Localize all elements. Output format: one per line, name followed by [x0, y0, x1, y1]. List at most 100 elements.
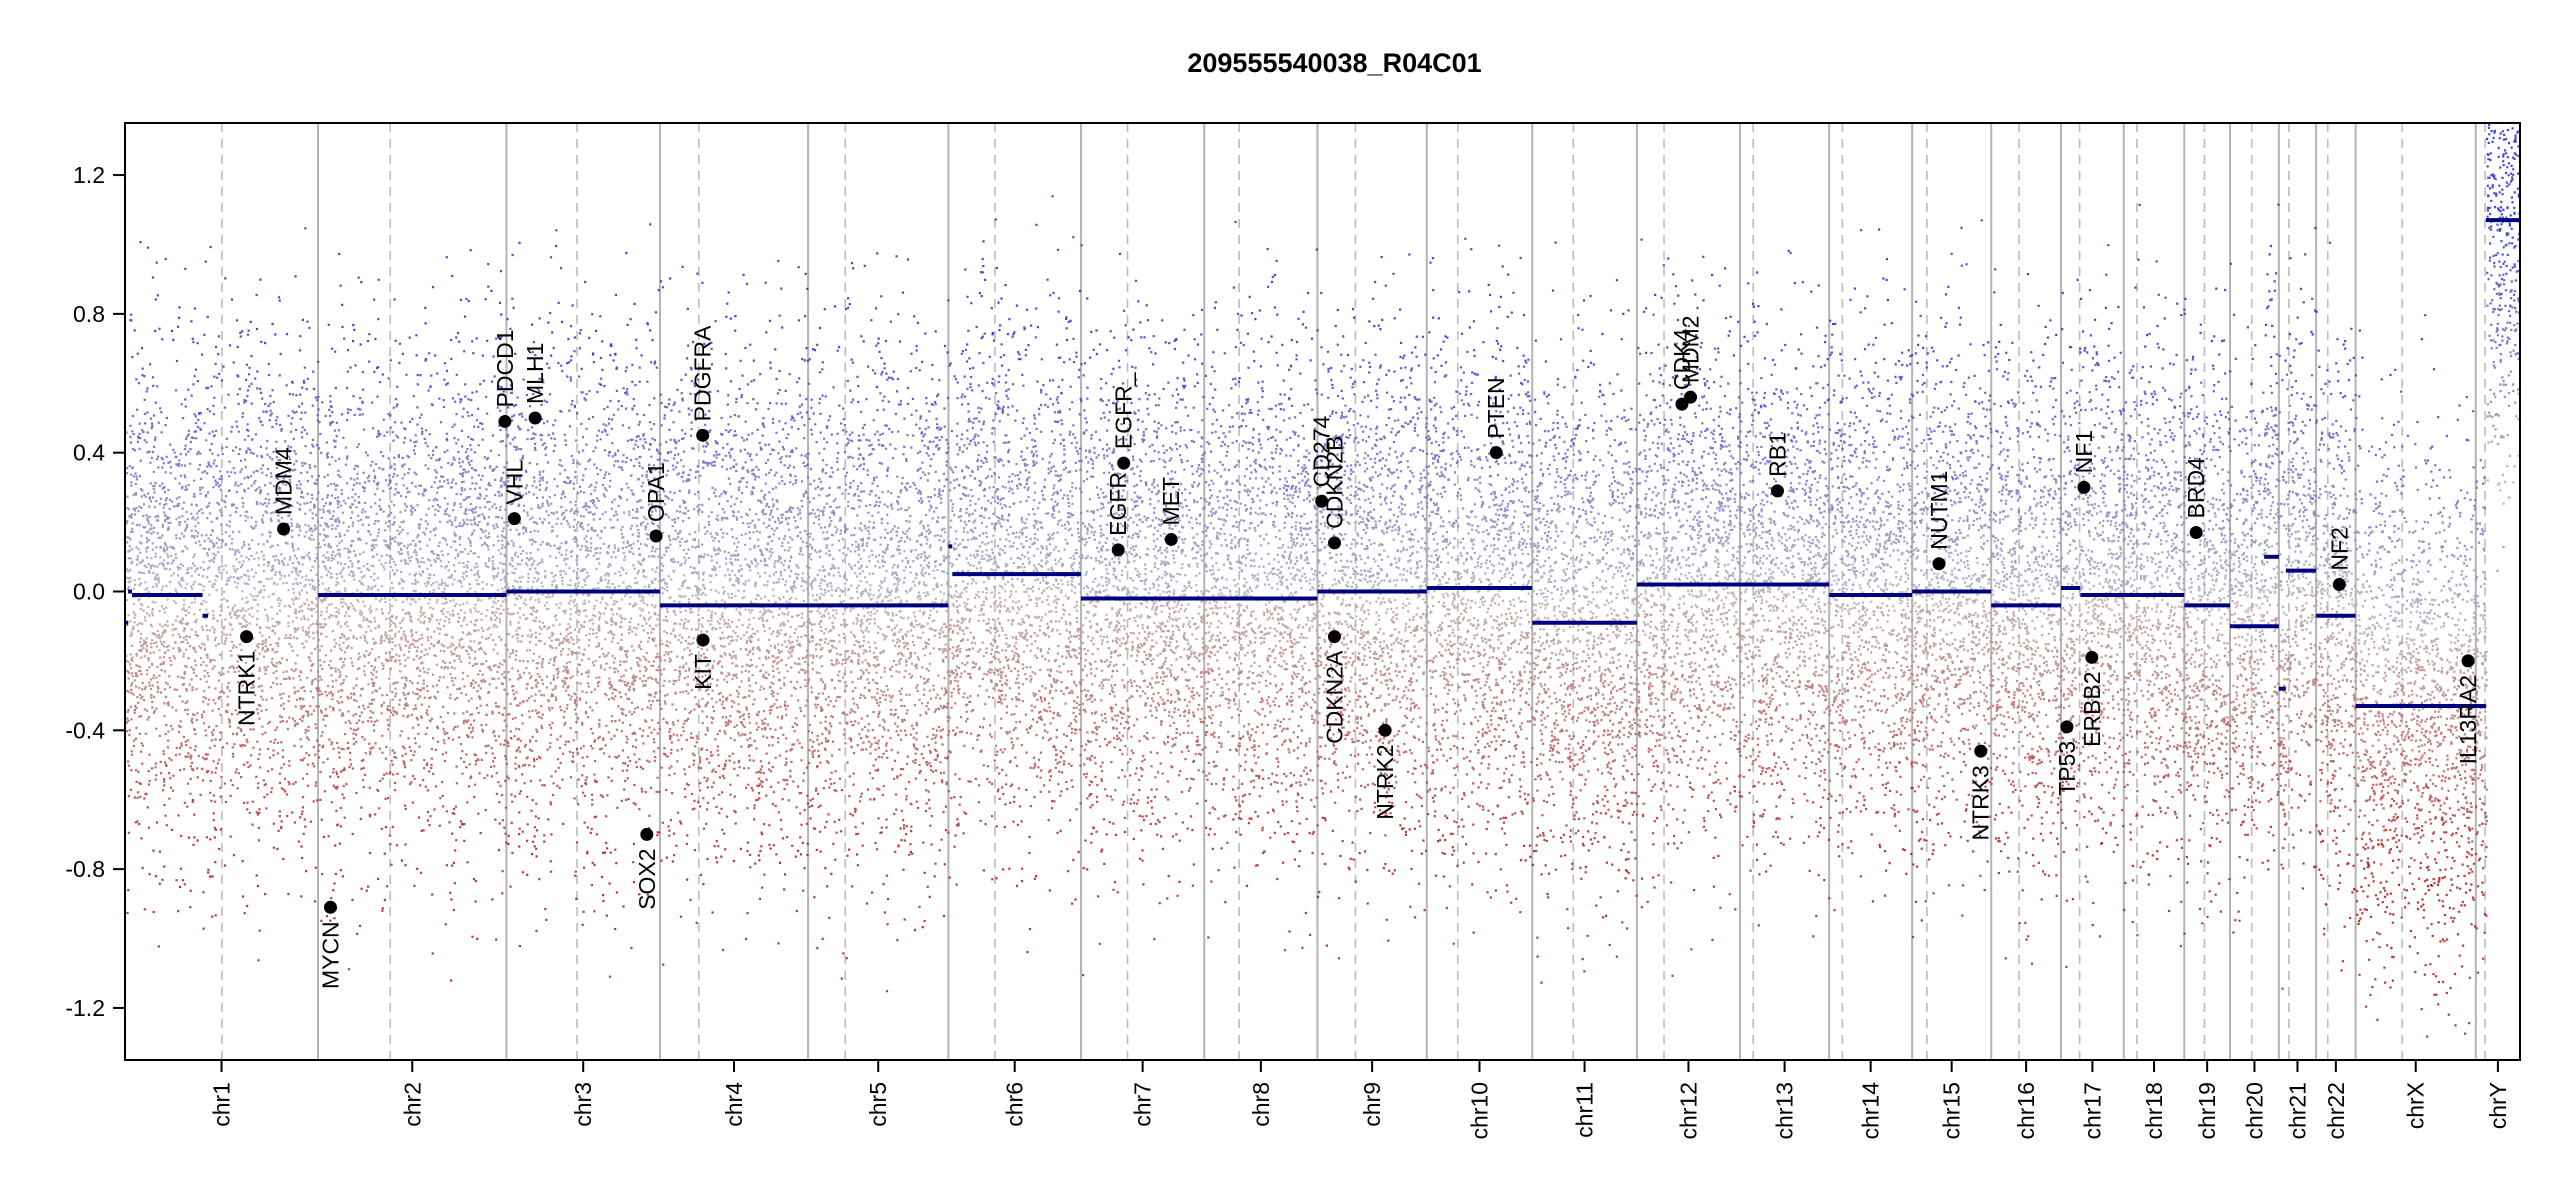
probe-point-group — [180, 831, 2485, 871]
probe-point-group — [138, 641, 2464, 686]
gene-marker — [1378, 723, 1392, 737]
probe-point-group — [155, 762, 2466, 810]
probe-point-group — [246, 222, 2520, 371]
chromosome-label: chr18 — [2141, 1082, 2167, 1140]
gene-label: NTRK3 — [1968, 765, 1994, 840]
y-tick-label: -0.8 — [65, 856, 105, 882]
chromosome-label: chr17 — [2079, 1082, 2105, 1140]
y-tick-label: -0.4 — [65, 717, 105, 743]
gene-marker — [498, 414, 512, 428]
probe-point-group — [135, 773, 2465, 817]
probe-point-group — [163, 777, 2469, 820]
gene-label: EGFR — [1105, 472, 1131, 536]
gene-label: EGFR_ — [1111, 371, 1137, 449]
gene-label: IL13RA2 — [2455, 675, 2481, 765]
probe-point-group — [213, 820, 2438, 864]
probe-point-group — [239, 220, 2520, 343]
probe-point-group — [131, 631, 2488, 682]
probe-point-group — [144, 613, 2482, 656]
probe-point-group — [127, 818, 2482, 861]
probe-point-group — [129, 777, 2487, 826]
gene-label: MDM4 — [271, 447, 297, 515]
probe-point-group — [127, 550, 2480, 598]
chromosome-label: chr21 — [2284, 1082, 2310, 1140]
gene-marker — [507, 512, 521, 526]
y-tick-label: 0.4 — [73, 440, 105, 466]
probe-point-group — [139, 627, 2472, 679]
chromosome-label: chr7 — [1130, 1082, 1156, 1127]
probe-point-group — [164, 806, 2374, 850]
chromosome-label: chr11 — [1572, 1082, 1598, 1138]
gene-marker — [1675, 397, 1689, 411]
gene-marker — [1932, 557, 1946, 571]
probe-point-group — [165, 715, 2484, 760]
segment-lines — [125, 218, 2520, 709]
gene-label: PDGFRA — [690, 325, 716, 422]
chromosome-label: chrX — [2403, 1082, 2429, 1129]
probe-point-group — [199, 787, 2474, 831]
gene-marker — [1328, 536, 1342, 550]
probe-point-group — [127, 694, 2482, 737]
gene-label: SOX2 — [634, 848, 660, 909]
y-tick-label: 1.2 — [73, 162, 105, 188]
gene-marker — [2060, 720, 2074, 734]
gene-label: VHL — [501, 460, 527, 505]
probe-point-group — [134, 726, 2467, 774]
probe-point-group — [129, 413, 2482, 462]
gene-marker — [2085, 650, 2099, 664]
probe-point-group — [162, 743, 2475, 786]
probe-point-group — [128, 722, 2484, 767]
probe-point-group — [127, 662, 2455, 706]
gene-marker — [2461, 654, 2475, 668]
probe-point-group — [168, 794, 2479, 835]
y-tick-label: 0.0 — [73, 579, 105, 605]
gene-marker — [696, 633, 710, 647]
gene-label: NTRK2 — [1372, 744, 1398, 819]
probe-point-group — [192, 831, 2446, 880]
gene-marker — [1315, 494, 1329, 508]
probe-point-group — [131, 617, 2485, 667]
probe-point-group — [172, 226, 2513, 346]
probe-point-group — [140, 732, 2472, 779]
probe-point-group — [127, 773, 2488, 823]
probe-point-group — [297, 833, 2466, 878]
gene-label: MDM2 — [1678, 315, 1704, 383]
probe-point-group — [130, 763, 2486, 807]
probe-point-group — [150, 759, 2460, 803]
chromosome-label: chr20 — [2241, 1082, 2267, 1140]
probe-point-group — [131, 243, 2520, 393]
chromosome-label: chr12 — [1675, 1082, 1701, 1140]
probe-point-group — [164, 756, 2468, 800]
chromosome-label: chr4 — [721, 1082, 747, 1127]
probe-point-group — [136, 616, 2487, 661]
probe-point-group — [347, 236, 2514, 361]
probe-point-group — [136, 783, 2481, 828]
chromosome-label: chrY — [2485, 1082, 2511, 1129]
chromosome-label: chr19 — [2194, 1082, 2220, 1140]
gene-marker — [1770, 484, 1784, 498]
probe-point-group — [128, 545, 2482, 588]
gene-label: PDCD1 — [492, 329, 518, 407]
probe-point-group — [125, 646, 2471, 698]
probe-point-group — [126, 845, 2488, 1038]
gene-marker — [323, 900, 337, 914]
probe-point-group — [236, 280, 2513, 405]
gene-label: CDKN2B — [1322, 436, 1348, 529]
gene-marker — [1164, 532, 1178, 546]
probe-point-group — [147, 819, 2480, 863]
probe-point-group — [186, 793, 2442, 842]
probe-point-group — [135, 716, 2477, 764]
probe-point-group — [131, 665, 2486, 710]
gene-marker — [696, 428, 710, 442]
probe-point-group — [130, 524, 2469, 568]
probe-point-group — [144, 786, 2471, 830]
probe-point-group — [218, 846, 2484, 885]
gene-markers: NTRK1 MDM4 MYCN PDCD1 VHL MLH1 OPA1 SOX2 PDGFRA K… — [234, 315, 2481, 989]
probe-point-group — [138, 720, 2458, 769]
chromosome-label: chr9 — [1359, 1082, 1385, 1127]
probe-point-group — [222, 253, 2498, 373]
gene-label: CDKN2A — [1321, 650, 1347, 744]
probe-point-group — [245, 252, 2509, 376]
gene-label: RB1 — [1764, 432, 1790, 477]
